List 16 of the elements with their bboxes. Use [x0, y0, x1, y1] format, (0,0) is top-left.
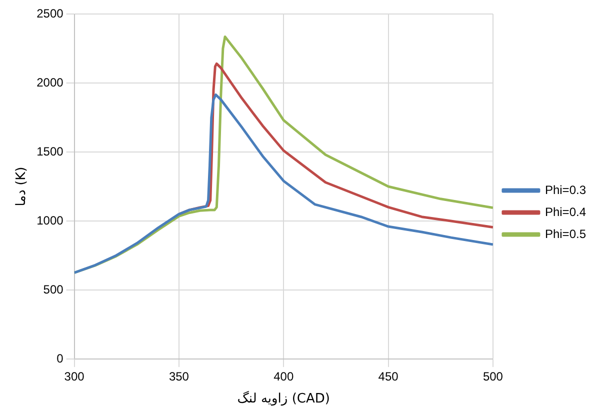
x-tick-label: 500 [482, 370, 504, 384]
x-tick-label: 350 [168, 370, 190, 384]
y-tick-label: 2000 [36, 75, 64, 90]
legend-label: Phi=0.4 [544, 204, 586, 219]
x-axis-title: زاویه لنگ (CAD) [237, 390, 330, 407]
legend-label: Phi=0.3 [544, 182, 586, 197]
y-tick-label: 2500 [36, 6, 64, 20]
x-tick-label: 300 [64, 370, 85, 384]
x-tick-label: 450 [378, 370, 399, 384]
y-tick-label: 0 [56, 351, 64, 366]
y-tick-label: 1500 [36, 144, 64, 158]
y-axis-title: دما (K) [14, 166, 30, 206]
y-tick-label: 1000 [36, 213, 64, 228]
y-tick-label: 500 [43, 282, 64, 296]
legend-label: Phi=0.5 [544, 226, 586, 241]
x-tick-label: 400 [274, 370, 294, 384]
